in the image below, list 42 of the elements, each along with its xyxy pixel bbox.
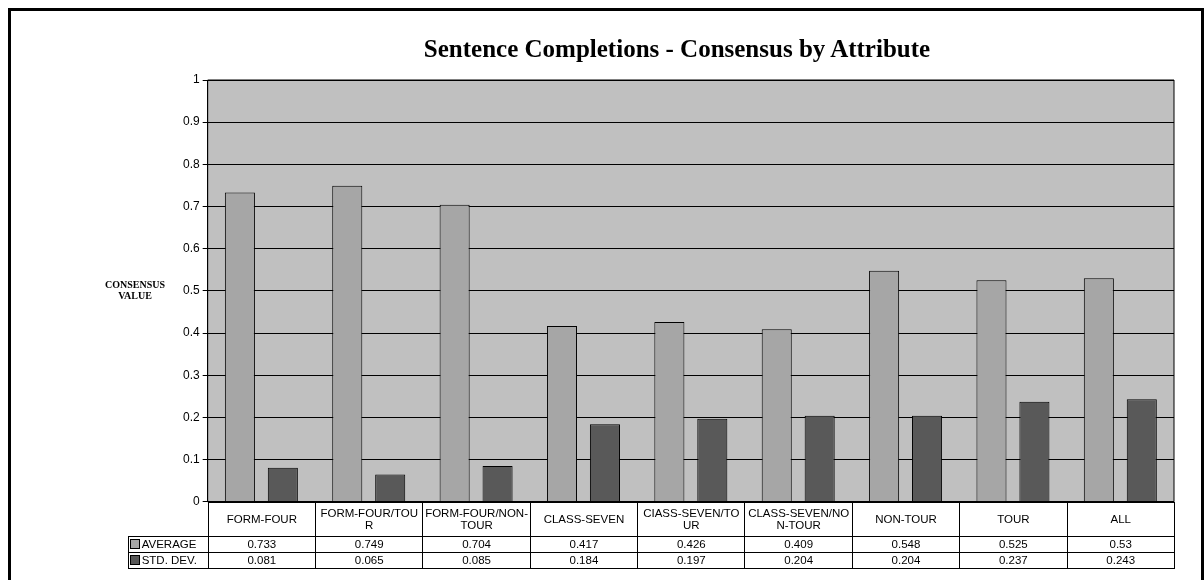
x-tick-label: FORM-FOUR/TOUR: [315, 502, 423, 537]
data-label: 0.733: [208, 536, 316, 553]
chart-title: Sentence Completions - Consensus by Attribute: [423, 35, 931, 63]
data-label: 0.204: [744, 552, 853, 569]
data-label: 0.085: [422, 552, 531, 569]
legend-label: AVERAGE: [128, 536, 209, 553]
x-tick-label: CLASS-SEVEN/NON-TOUR: [744, 502, 853, 537]
y-tick-label: 1: [192, 72, 200, 87]
data-label: 0.237: [959, 552, 1068, 569]
y-tick-label: 0.5: [182, 283, 200, 298]
y-tick-label: 0.8: [182, 156, 200, 171]
y-axis-title: CONSENSUS VALUE: [104, 278, 166, 301]
y-tick-label: 0.9: [182, 114, 200, 129]
data-label: 0.53: [1067, 536, 1175, 553]
data-label: 0.525: [959, 536, 1068, 553]
data-label: 0.065: [315, 552, 423, 569]
data-label: 0.204: [852, 552, 960, 569]
x-tick-label: FORM-FOUR/NON-TOUR: [422, 502, 531, 537]
data-label: 0.184: [530, 552, 638, 569]
data-label: 0.409: [744, 536, 853, 553]
data-label: 0.704: [422, 536, 531, 553]
y-tick-label: 0.7: [182, 198, 200, 213]
x-tick-label: TOUR: [959, 502, 1068, 537]
data-label: 0.243: [1067, 552, 1175, 569]
y-tick-label: 0.1: [182, 451, 200, 466]
x-tick-label: NON-TOUR: [852, 502, 960, 537]
data-label: 0.081: [208, 552, 316, 569]
y-tick-label: 0.4: [182, 325, 200, 340]
data-label: 0.197: [637, 552, 745, 569]
data-label: 0.548: [852, 536, 960, 553]
legend-label: STD. DEV.: [128, 552, 209, 569]
x-tick-label: FORM-FOUR: [208, 502, 316, 537]
y-tick-label: 0.2: [182, 409, 200, 424]
x-tick-label: CLASS-SEVEN: [530, 502, 638, 537]
data-label: 0.749: [315, 536, 423, 553]
y-tick-label: 0: [192, 494, 200, 509]
x-tick-label: CIASS-SEVEN/TOUR: [637, 502, 745, 537]
y-tick-label: 0.3: [182, 367, 200, 382]
x-tick-label: ALL: [1067, 502, 1175, 537]
data-label: 0.417: [530, 536, 638, 553]
data-label: 0.426: [637, 536, 745, 553]
y-tick-label: 0.6: [182, 241, 200, 256]
